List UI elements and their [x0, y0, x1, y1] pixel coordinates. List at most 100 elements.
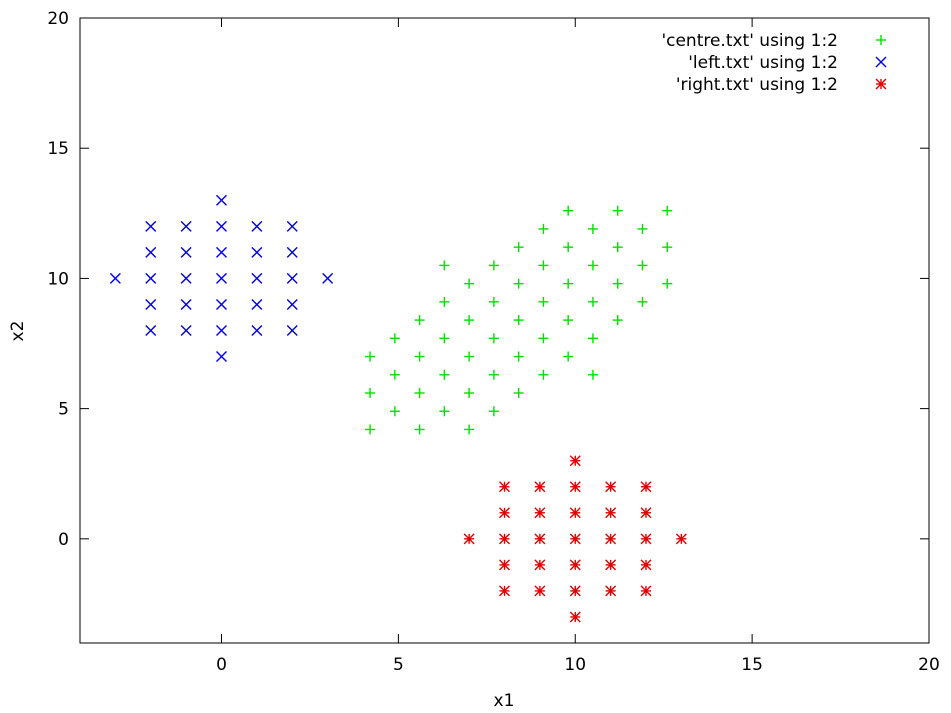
- data-point-series-3: [534, 507, 546, 519]
- data-point-series-1: [488, 296, 499, 307]
- data-point-series-1: [563, 278, 574, 289]
- x-tick-label: 5: [393, 655, 404, 675]
- data-point-series-2: [145, 272, 157, 284]
- data-point-series-1: [365, 388, 376, 398]
- data-point-series-1: [464, 315, 475, 326]
- x-tick-label: 15: [741, 655, 763, 675]
- data-point-series-3: [569, 611, 581, 623]
- data-point-series-1: [538, 260, 549, 271]
- data-point-series-1: [587, 296, 598, 307]
- data-point-series-1: [464, 424, 475, 435]
- data-point-series-1: [538, 369, 549, 380]
- data-point-series-3: [640, 533, 652, 545]
- data-point-series-1: [439, 296, 450, 307]
- data-point-series-1: [365, 351, 376, 362]
- data-point-series-2: [180, 272, 192, 284]
- data-point-series-3: [640, 585, 652, 597]
- data-point-series-2: [145, 220, 157, 232]
- data-point-series-1: [662, 278, 673, 289]
- y-tick-label: 5: [58, 400, 69, 420]
- data-point-series-2: [145, 298, 157, 310]
- data-point-series-1: [612, 242, 623, 253]
- data-point-series-1: [538, 223, 549, 234]
- axis-ticks: 0 5 10 15 20 0 5 10 15 20: [47, 9, 939, 675]
- data-point-series-1: [488, 369, 499, 380]
- data-point-series-1: [513, 388, 524, 398]
- data-point-series-3: [534, 533, 546, 545]
- data-point-series-2: [180, 220, 192, 232]
- data-point-series-3: [569, 507, 581, 519]
- plot-frame: [79, 17, 930, 644]
- data-point-series-1: [389, 333, 400, 344]
- x-axis-label: x1: [494, 691, 515, 711]
- data-point-series-1: [513, 278, 524, 289]
- data-point-series-1: [662, 242, 673, 253]
- data-point-series-1: [464, 351, 475, 362]
- legend-marker: [875, 56, 887, 68]
- data-point-series-2: [251, 325, 263, 336]
- data-point-series-3: [675, 533, 687, 545]
- data-point-series-2: [216, 298, 227, 310]
- data-point-series-3: [499, 559, 510, 571]
- data-point-series-2: [251, 272, 263, 284]
- data-point-series-3: [640, 507, 652, 519]
- data-point-series-1: [637, 296, 648, 307]
- data-point-series-3: [569, 533, 581, 545]
- y-axis-label: x2: [8, 321, 28, 342]
- data-point-series-2: [145, 325, 157, 336]
- data-point-series-2: [216, 220, 227, 232]
- data-point-series-2: [216, 325, 227, 336]
- data-point-series-2: [322, 272, 334, 284]
- legend-label: 'right.txt' using 1:2: [676, 75, 838, 95]
- x-tick-label: 10: [564, 655, 586, 675]
- data-point-series-3: [499, 533, 510, 545]
- data-point-series-2: [180, 298, 192, 310]
- data-point-series-3: [605, 533, 617, 545]
- data-point-series-3: [605, 559, 617, 571]
- data-point-series-2: [251, 298, 263, 310]
- data-point-series-3: [605, 507, 617, 519]
- data-point-series-3: [499, 585, 510, 597]
- data-point-series-3: [569, 585, 581, 597]
- data-point-series-1: [563, 351, 574, 362]
- data-point-series-1: [389, 406, 400, 417]
- data-point-series-2: [251, 220, 263, 232]
- x-tick-label: 20: [918, 655, 940, 675]
- data-point-series-2: [216, 272, 227, 284]
- data-point-series-1: [637, 223, 648, 234]
- data-point-series-3: [605, 585, 617, 597]
- data-point-series-1: [612, 315, 623, 326]
- data-point-series-3: [569, 559, 581, 571]
- y-tick-label: 10: [47, 269, 69, 289]
- data-point-series-3: [534, 585, 546, 597]
- data-point-series-1: [414, 388, 425, 398]
- data-point-series-3: [569, 481, 581, 493]
- data-point-series-1: [587, 260, 598, 271]
- data-point-series-1: [389, 369, 400, 380]
- data-point-series-1: [587, 369, 598, 380]
- data-point-series-1: [439, 369, 450, 380]
- legend-label: 'centre.txt' using 1:2: [661, 31, 838, 51]
- data-point-series-1: [488, 260, 499, 271]
- data-point-series-2: [109, 272, 121, 284]
- data-point-series-2: [216, 194, 227, 206]
- data-point-series-1: [563, 242, 574, 253]
- data-point-series-2: [145, 246, 157, 258]
- data-point-series-1: [464, 278, 475, 289]
- data-point-series-1: [513, 315, 524, 326]
- data-point-series-1: [587, 223, 598, 234]
- data-point-series-2: [286, 272, 298, 284]
- legend-marker: [876, 35, 886, 45]
- data-point-series-2: [216, 246, 227, 258]
- legend-label: 'left.txt' using 1:2: [688, 53, 838, 73]
- data-point-series-1: [538, 296, 549, 307]
- data-point-series-3: [569, 455, 581, 467]
- y-tick-label: 20: [47, 9, 69, 29]
- x-tick-label: 0: [216, 655, 227, 675]
- data-point-series-1: [612, 278, 623, 289]
- data-point-series-2: [286, 298, 298, 310]
- y-tick-label: 15: [47, 139, 69, 159]
- data-point-series-1: [637, 260, 648, 271]
